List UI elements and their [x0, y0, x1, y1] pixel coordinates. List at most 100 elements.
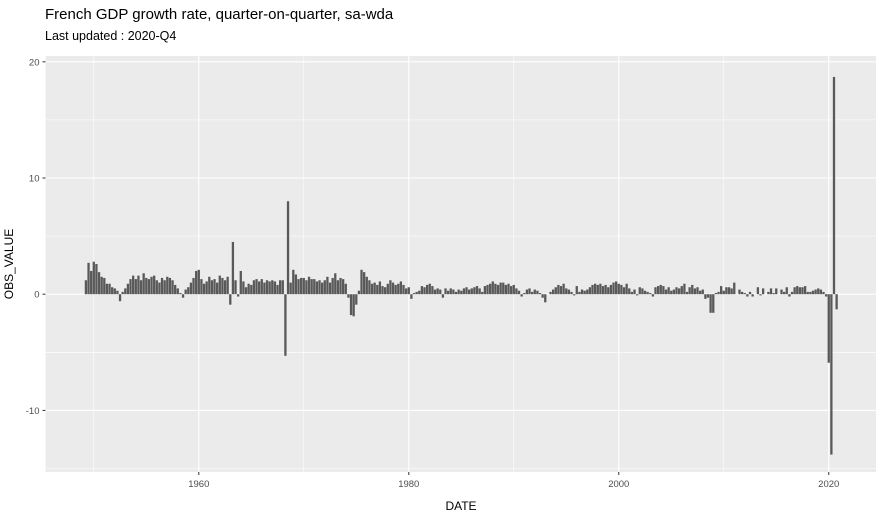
gdp-bar [436, 288, 439, 295]
gdp-bar [743, 293, 746, 295]
gdp-bar [617, 283, 620, 295]
gdp-bar [814, 289, 817, 295]
y-axis-title: OBS_VALUE [2, 229, 16, 299]
gdp-bar [334, 273, 337, 295]
gdp-bar [305, 280, 308, 295]
gdp-bar [507, 283, 510, 295]
gdp-bar [200, 279, 203, 295]
gdp-bar [415, 291, 418, 295]
gdp-bar [607, 287, 610, 295]
gdp-bar [237, 294, 240, 297]
gdp-bar [300, 277, 303, 295]
gdp-bar [680, 286, 683, 295]
gdp-bar [835, 294, 838, 310]
gdp-bar [137, 275, 140, 295]
gdp-bar [281, 280, 284, 295]
gdp-bar [103, 277, 106, 295]
gdp-bar [124, 288, 127, 295]
gdp-bar [454, 291, 458, 295]
gdp-bar [751, 294, 754, 297]
gdp-bar [349, 294, 353, 316]
gdp-bar [244, 287, 248, 295]
gdp-bar [276, 284, 279, 295]
gdp-bar [87, 262, 90, 295]
gdp-bar [746, 294, 749, 297]
gdp-bar [782, 291, 786, 295]
gdp-bar [759, 294, 762, 296]
gdp-bar [234, 280, 237, 295]
gdp-bar [499, 282, 502, 295]
gdp-bar [160, 277, 164, 295]
gdp-bar [549, 291, 552, 295]
gdp-bar [481, 291, 484, 295]
gdp-bar [599, 283, 602, 295]
gdp-bar [667, 287, 670, 295]
axis-tick-marks [42, 61, 830, 475]
gdp-bar [551, 289, 555, 295]
gdp-bar [260, 279, 263, 295]
gdp-bar [384, 287, 387, 295]
gdp-bar [738, 289, 741, 295]
gdp-bar [588, 287, 592, 295]
gdp-bar [145, 277, 148, 295]
gdp-bar [478, 288, 481, 295]
gdp-bar [656, 286, 660, 295]
x-tick-label: 2000 [608, 479, 629, 490]
gdp-bar [108, 283, 111, 295]
gdp-bar [712, 294, 715, 313]
gdp-bar [221, 277, 224, 295]
gdp-bar [793, 287, 796, 295]
gdp-bar [218, 275, 221, 295]
gdp-bar [344, 283, 347, 295]
gdp-bar [533, 289, 536, 295]
gdp-bar [134, 279, 137, 295]
gdp-bar [525, 289, 529, 295]
gdp-bar [189, 282, 193, 295]
gdp-bar [767, 291, 770, 295]
gdp-bar [806, 291, 809, 295]
axis-tick-labels: 1960 1980 2000 2020 -10 0 10 20 [26, 57, 840, 490]
gdp-bar [129, 279, 132, 295]
gdp-bar [365, 276, 368, 295]
gdp-bar [570, 291, 573, 295]
gdp-bar [323, 280, 326, 295]
gdp-bar [268, 281, 271, 295]
gdp-bar [641, 288, 644, 295]
gdp-bar [433, 289, 437, 295]
gdp-bar [187, 287, 190, 295]
gdp-bar [740, 291, 744, 295]
gdp-bar [798, 287, 802, 295]
gdp-bar [171, 280, 174, 295]
gdp-bar [294, 274, 298, 295]
x-tick-label: 1980 [398, 479, 419, 490]
gdp-bar [158, 282, 161, 295]
gdp-bar [452, 289, 455, 295]
gdp-bar [373, 282, 376, 295]
gdp-bar [97, 272, 101, 295]
gdp-bar [447, 290, 450, 295]
gdp-bar [391, 282, 395, 295]
gdp-bar [302, 277, 305, 295]
gdp-bar [426, 284, 429, 295]
gdp-bar [360, 269, 363, 295]
gdp-bar [727, 287, 731, 295]
gdp-bar [397, 283, 400, 295]
gdp-bar [378, 281, 382, 295]
gdp-bar [439, 289, 442, 295]
gdp-bar [662, 286, 665, 295]
gdp-bar [462, 288, 466, 295]
gdp-bar [489, 283, 492, 295]
gdp-bar [709, 294, 712, 313]
gdp-bar [651, 294, 655, 297]
gdp-bar [785, 287, 788, 295]
gdp-bar [717, 291, 720, 295]
chart-title: French GDP growth rate, quarter-on-quart… [45, 6, 394, 23]
gdp-bar [420, 286, 424, 295]
gdp-bar [591, 284, 594, 295]
gdp-bar [315, 281, 319, 295]
gdp-bar [609, 284, 613, 295]
gdp-bar [405, 288, 408, 295]
gdp-bar [649, 293, 652, 295]
gdp-bar [809, 291, 812, 295]
gdp-bar [286, 201, 290, 295]
